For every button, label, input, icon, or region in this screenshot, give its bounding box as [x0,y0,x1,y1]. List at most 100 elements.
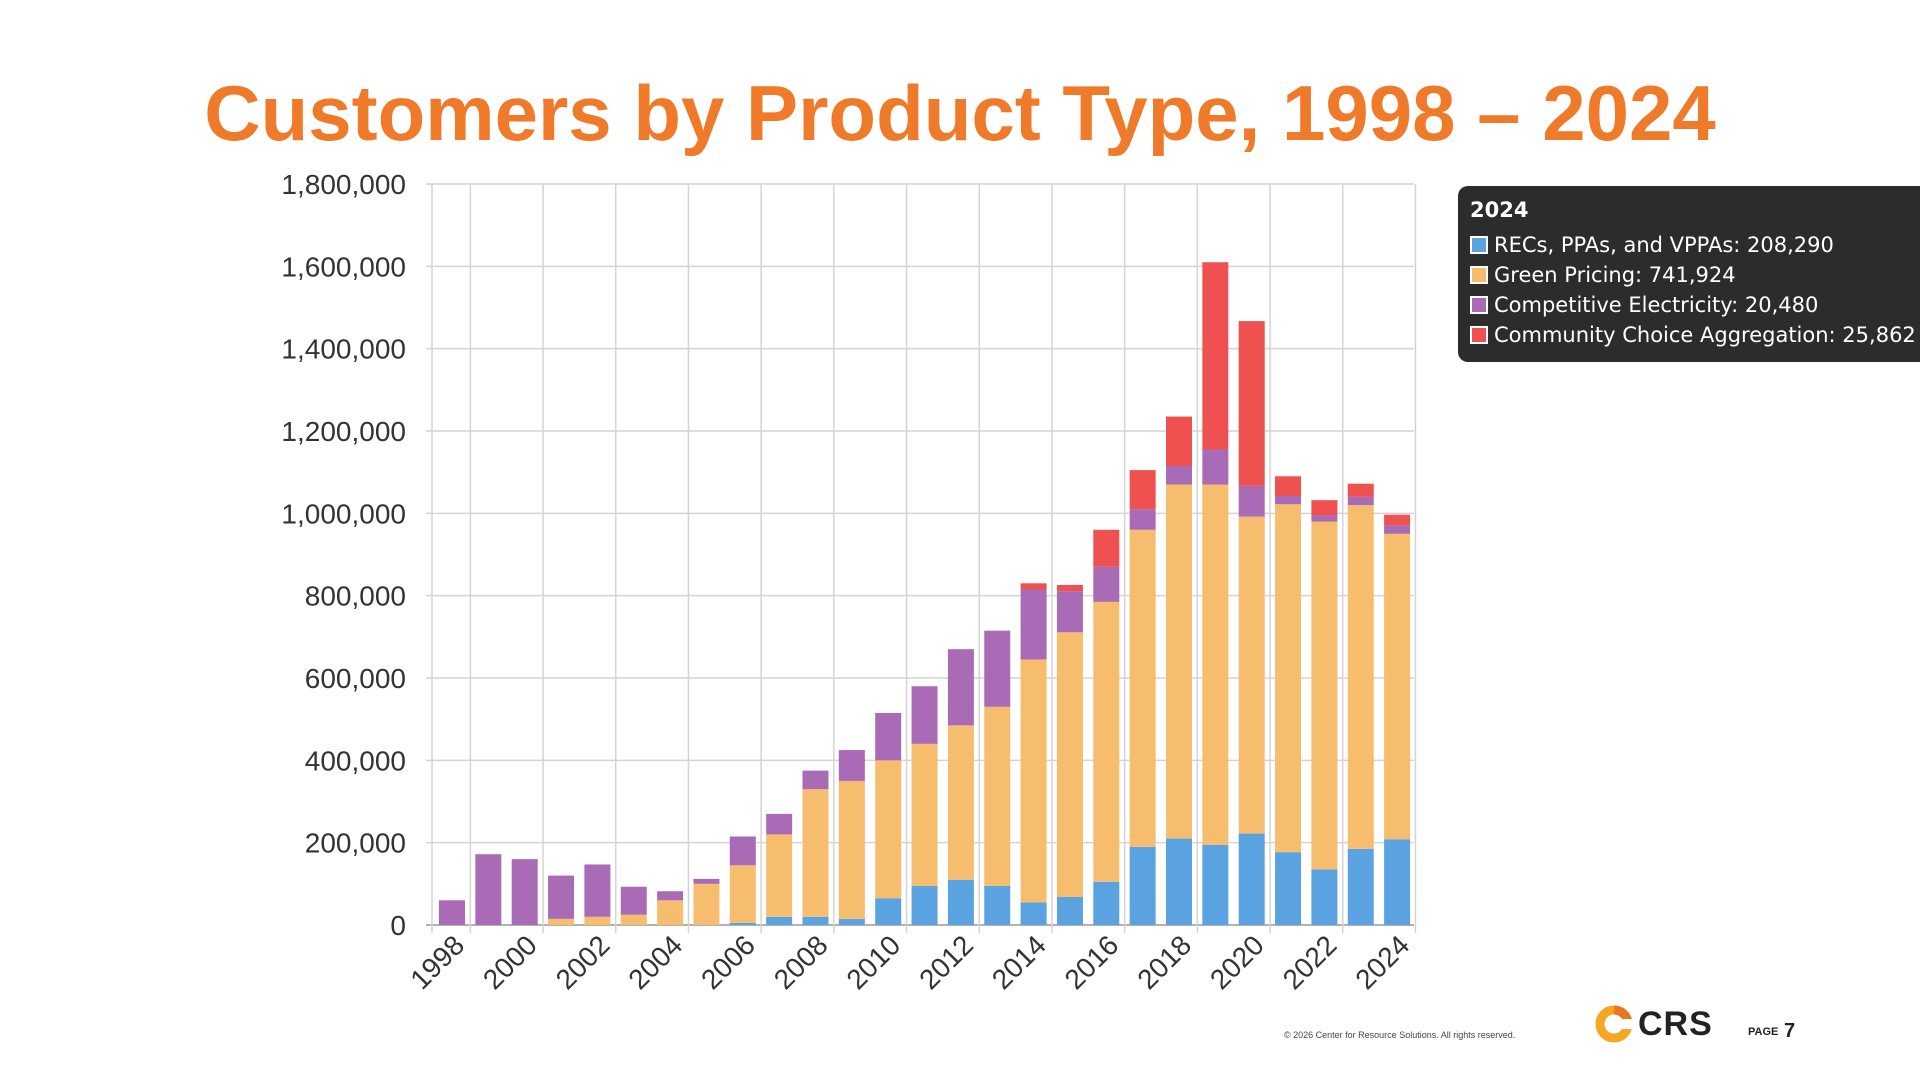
chart-title: Customers by Product Type, 1998 – 2024 [204,69,1716,157]
bar-2016-green-pricing[interactable] [1093,601,1120,882]
bar-2011-recs-ppas-and-vppas[interactable] [911,885,938,925]
bar-2007-competitive-electricity[interactable] [766,813,793,835]
bar-2001-competitive-electricity[interactable] [548,875,575,919]
bar-1999-competitive-electricity[interactable] [475,854,502,925]
bar-2024-recs-ppas-and-vppas[interactable] [1384,839,1411,925]
bar-2007-green-pricing[interactable] [766,834,793,917]
bar-2023-community-choice-aggregation[interactable] [1347,483,1374,497]
bar-2020-recs-ppas-and-vppas[interactable] [1238,833,1265,925]
bar-2005-green-pricing[interactable] [693,883,720,925]
crs-logo-text: CRS [1638,1004,1713,1043]
bar-2009-recs-ppas-and-vppas[interactable] [838,918,865,925]
bar-2023-green-pricing[interactable] [1347,505,1374,849]
bar-2011-green-pricing[interactable] [911,743,938,886]
bar-2016-community-choice-aggregation[interactable] [1093,529,1120,567]
bar-2006-recs-ppas-and-vppas[interactable] [729,922,756,925]
bar-2014-green-pricing[interactable] [1020,659,1047,903]
bar-2024-competitive-electricity[interactable] [1384,525,1411,534]
bar-2014-community-choice-aggregation[interactable] [1020,583,1047,590]
bar-2002-competitive-electricity[interactable] [584,864,611,917]
bar-2019-recs-ppas-and-vppas[interactable] [1202,844,1229,925]
y-tick-label: 1,400,000 [281,334,406,365]
bar-2000-competitive-electricity[interactable] [511,859,538,925]
bar-2018-community-choice-aggregation[interactable] [1166,416,1192,466]
bar-2013-recs-ppas-and-vppas[interactable] [984,885,1011,925]
bar-2018-green-pricing[interactable] [1166,484,1192,839]
bar-2015-competitive-electricity[interactable] [1056,591,1083,633]
bar-2023-recs-ppas-and-vppas[interactable] [1347,848,1374,925]
bar-2008-green-pricing[interactable] [802,789,829,917]
bar-2020-competitive-electricity[interactable] [1238,485,1265,517]
bar-2007-recs-ppas-and-vppas[interactable] [766,916,793,925]
y-tick-label: 1,800,000 [281,169,406,200]
bar-2006-green-pricing[interactable] [729,865,756,923]
bar-2005-competitive-electricity[interactable] [693,878,720,884]
y-tick-label: 200,000 [305,828,406,859]
bar-2012-green-pricing[interactable] [947,725,974,880]
bar-2015-recs-ppas-and-vppas[interactable] [1056,897,1083,925]
legend-swatch-recs [1470,236,1488,254]
legend-swatch-cca [1470,326,1488,344]
x-tick-label: 2006 [695,929,761,995]
bar-2015-community-choice-aggregation[interactable] [1056,584,1083,592]
tooltip-label-recs: RECs, PPAs, and VPPAs: 208,290 [1494,233,1834,257]
bar-2018-competitive-electricity[interactable] [1166,465,1192,485]
bar-2021-community-choice-aggregation[interactable] [1275,476,1302,497]
bar-2021-competitive-electricity[interactable] [1275,496,1302,505]
bar-2019-green-pricing[interactable] [1202,484,1229,845]
bar-2002-green-pricing[interactable] [584,916,611,925]
tooltip-row-green-pricing: Green Pricing: 741,924 [1470,260,1920,290]
x-tick-label: 2012 [913,929,979,995]
bar-2019-competitive-electricity[interactable] [1202,449,1229,485]
bar-2017-green-pricing[interactable] [1129,529,1156,847]
bar-2008-recs-ppas-and-vppas[interactable] [802,916,829,925]
bar-2011-competitive-electricity[interactable] [911,686,938,744]
bar-2023-competitive-electricity[interactable] [1347,496,1374,506]
bar-2006-competitive-electricity[interactable] [729,836,756,866]
bar-2009-green-pricing[interactable] [838,780,865,919]
bar-2014-competitive-electricity[interactable] [1020,589,1047,660]
bar-2017-recs-ppas-and-vppas[interactable] [1129,846,1156,925]
bar-2009-competitive-electricity[interactable] [838,750,865,781]
bar-2017-community-choice-aggregation[interactable] [1129,470,1156,510]
bar-2008-competitive-electricity[interactable] [802,770,829,790]
bar-2020-community-choice-aggregation[interactable] [1238,321,1265,486]
crs-logo-icon [1595,1005,1634,1043]
bar-2013-competitive-electricity[interactable] [984,630,1011,707]
bar-2012-competitive-electricity[interactable] [947,649,974,726]
bar-2015-green-pricing[interactable] [1056,632,1083,898]
bar-2019-community-choice-aggregation[interactable] [1202,262,1229,450]
bar-2017-competitive-electricity[interactable] [1129,509,1156,530]
bar-2022-green-pricing[interactable] [1311,521,1338,870]
bar-2016-recs-ppas-and-vppas[interactable] [1093,881,1120,925]
bar-2018-recs-ppas-and-vppas[interactable] [1166,838,1192,925]
bar-2024-community-choice-aggregation[interactable] [1384,514,1411,526]
bar-2022-competitive-electricity[interactable] [1311,515,1338,522]
bar-2003-green-pricing[interactable] [620,914,647,925]
bar-2014-recs-ppas-and-vppas[interactable] [1020,902,1047,925]
bar-2024-green-pricing[interactable] [1384,533,1411,840]
bar-2004-green-pricing[interactable] [657,900,684,925]
tooltip-label-green-pricing: Green Pricing: 741,924 [1494,263,1736,287]
bar-2016-competitive-electricity[interactable] [1093,566,1120,602]
bar-2003-competitive-electricity[interactable] [620,886,647,915]
bar-2004-competitive-electricity[interactable] [657,891,684,901]
bar-2010-competitive-electricity[interactable] [875,712,902,761]
x-tick-label: 2022 [1277,929,1343,995]
legend-swatch-green-pricing [1470,266,1488,284]
bar-2013-green-pricing[interactable] [984,706,1011,886]
bar-2020-green-pricing[interactable] [1238,516,1265,834]
bar-2001-green-pricing[interactable] [548,918,575,925]
bar-2021-recs-ppas-and-vppas[interactable] [1275,852,1302,925]
bar-2010-green-pricing[interactable] [875,760,902,899]
bar-2022-recs-ppas-and-vppas[interactable] [1311,869,1338,925]
x-tick-label: 2000 [477,929,543,995]
x-axis-ticks: 1998 2000 2002 2004 2006 2008 2010 2012 2014 2016… [404,929,1415,995]
x-tick-label: 1998 [404,929,470,995]
tooltip-row-competitive: Competitive Electricity: 20,480 [1470,290,1920,320]
bar-2010-recs-ppas-and-vppas[interactable] [875,898,902,925]
bar-2022-community-choice-aggregation[interactable] [1311,500,1338,516]
bar-2012-recs-ppas-and-vppas[interactable] [947,879,974,925]
bar-1998-competitive-electricity[interactable] [439,900,465,925]
bar-2021-green-pricing[interactable] [1275,504,1302,853]
